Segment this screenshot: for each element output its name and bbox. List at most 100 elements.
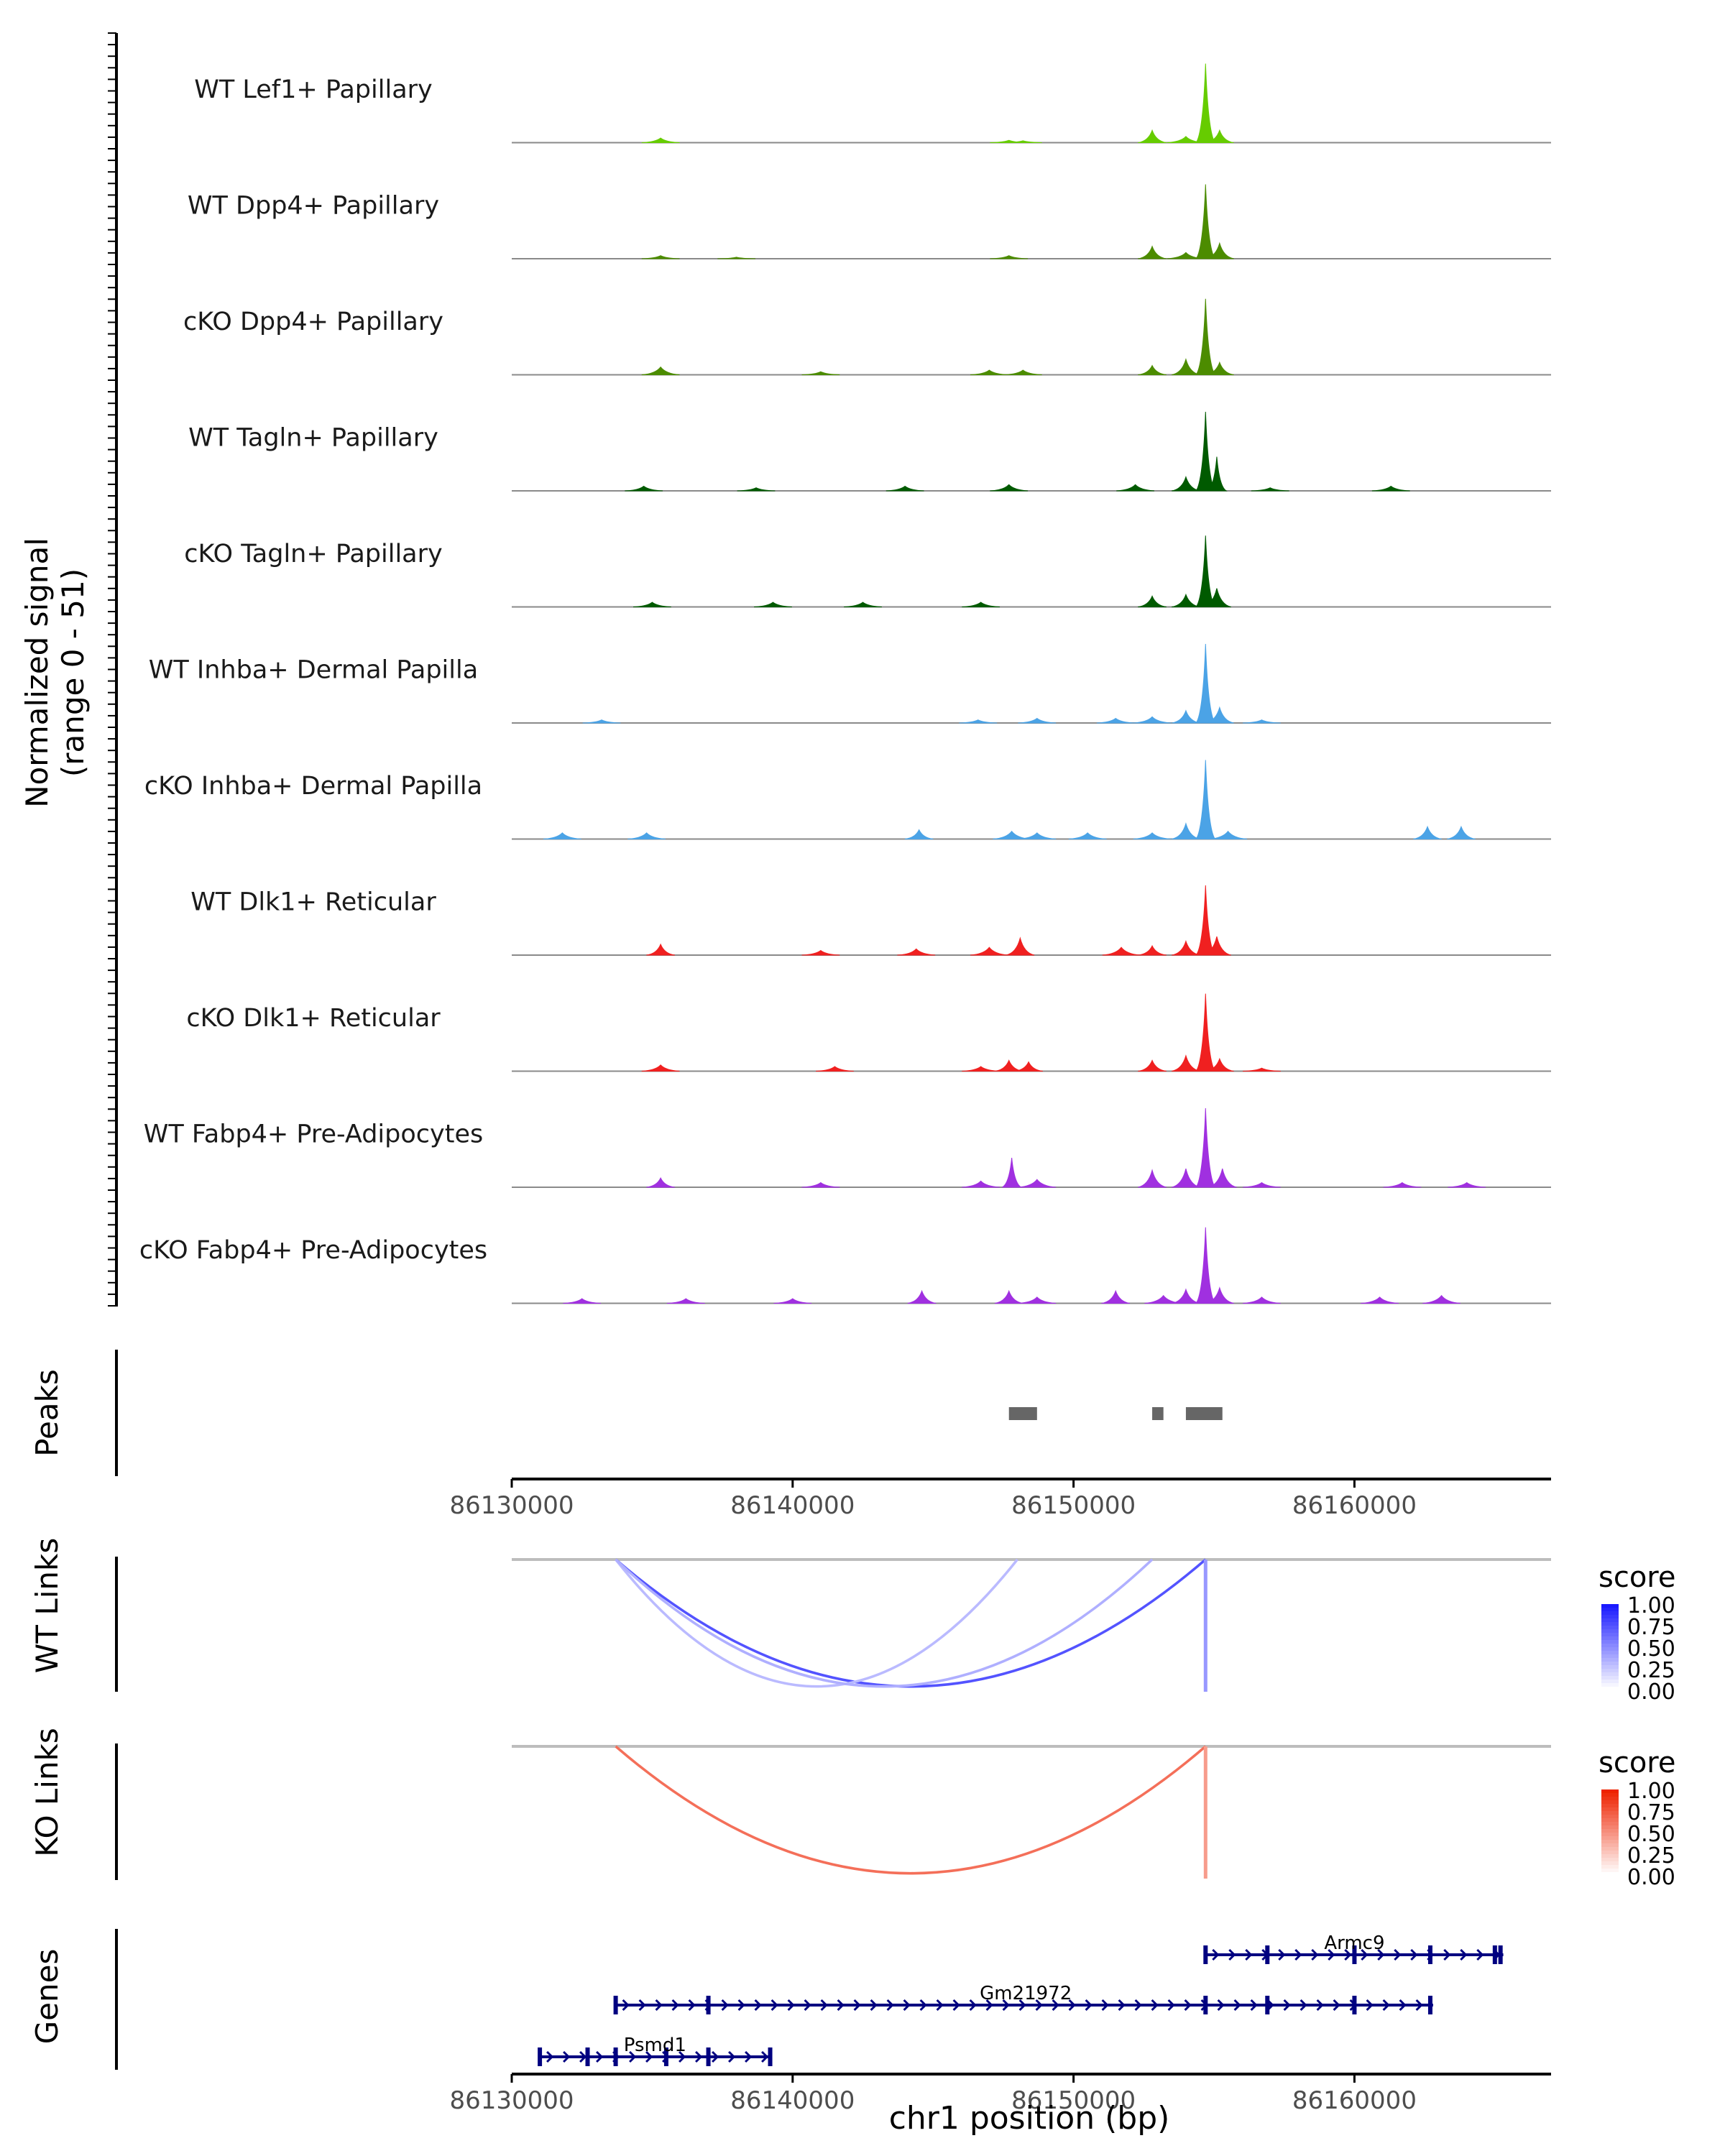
legend-gradient-step: [1601, 1793, 1619, 1797]
exon: [1498, 1945, 1503, 1964]
signal-peak: [1243, 719, 1281, 724]
signal-peak: [1133, 716, 1172, 724]
exon: [585, 2047, 590, 2066]
legend-tick-label: 0.00: [1627, 1680, 1675, 1705]
legend-gradient-step: [1601, 1818, 1619, 1823]
strand-arrow: [1366, 1999, 1374, 2012]
signal-peak: [993, 830, 1031, 839]
genes-track: Genes Armc9 Gm21972 Psmd1 86130000 86140000 86…: [29, 1929, 1551, 2115]
legend-gradient-step: [1601, 1861, 1619, 1866]
strand-arrow: [678, 2050, 686, 2063]
strand-arrow: [919, 1999, 927, 2012]
gene-model: Armc9: [1203, 1932, 1504, 1964]
track-label: WT Fabp4+ Pre-Adipocytes: [144, 1120, 483, 1149]
exon: [1203, 1996, 1208, 2014]
link-track-label: KO Links: [29, 1728, 65, 1857]
track-label: cKO Dlk1+ Reticular: [186, 1004, 441, 1033]
signal-peak: [1172, 358, 1200, 375]
legend-gradient-step: [1601, 1833, 1619, 1837]
strand-arrow: [1245, 1948, 1253, 1961]
signal-peak: [1243, 1181, 1281, 1188]
strand-arrow: [820, 1999, 828, 2012]
legend-gradient-step: [1601, 1669, 1619, 1673]
signal-peak: [641, 366, 680, 375]
track-label: WT Dlk1+ Reticular: [190, 888, 436, 917]
exon: [1352, 1996, 1357, 2014]
legend-gradient-step: [1601, 1815, 1619, 1819]
legend-gradient-step: [1601, 1800, 1619, 1805]
strand-arrow: [837, 1999, 845, 2012]
signal-peak: [994, 1059, 1024, 1072]
strand-arrow: [671, 1999, 679, 2012]
x-tick-label: 86140000: [730, 2086, 855, 2115]
strand-arrow: [1018, 1999, 1026, 2012]
strand-arrow: [695, 2050, 703, 2063]
signal-peak: [962, 1180, 1000, 1188]
track-label: cKO Tagln+ Papillary: [184, 540, 443, 568]
strand-arrow: [761, 2050, 769, 2063]
signal-peak: [990, 255, 1029, 259]
exon: [1203, 1945, 1208, 1964]
signal-peak: [1202, 588, 1231, 607]
exon: [1265, 1996, 1270, 2014]
signal-peak: [1102, 946, 1141, 956]
legend-gradient-step: [1601, 1640, 1619, 1644]
legend-gradient-step: [1601, 1644, 1619, 1648]
signal-peak: [1138, 1059, 1167, 1072]
signal-peak: [962, 602, 1000, 607]
strand-arrow: [1294, 1948, 1302, 1961]
legend-gradient-step: [1601, 1651, 1619, 1655]
signal-peak: [582, 719, 621, 724]
signal-peak: [1018, 717, 1057, 724]
peaks-track: Peaks 86130000 86140000 86150000 86160000: [29, 1350, 1551, 1520]
strand-arrow: [1068, 1999, 1076, 2012]
signal-peak: [1133, 832, 1172, 839]
strand-arrow: [1333, 1999, 1340, 2012]
gene-name-label: Armc9: [1324, 1932, 1384, 1954]
signal-peak: [1205, 706, 1234, 724]
signal-peak: [1205, 1057, 1234, 1072]
signal-peak: [801, 1181, 840, 1188]
signal-peak: [1116, 484, 1155, 492]
signal-peak: [1361, 1296, 1399, 1304]
x-tick-label: 86130000: [449, 2086, 574, 2115]
signal-peak: [666, 1298, 705, 1304]
legend-gradient-step: [1601, 1847, 1619, 1851]
signal-peak: [1422, 1294, 1461, 1304]
strand-arrow: [745, 2050, 753, 2063]
signal-peak: [641, 137, 680, 143]
peak-region: [1152, 1407, 1164, 1420]
signal-peak: [1018, 1179, 1057, 1188]
legend-gradient-step: [1601, 1615, 1619, 1619]
legend-tick-label: 1.00: [1627, 1779, 1675, 1804]
strand-arrow: [622, 1999, 630, 2012]
exon: [706, 2047, 711, 2066]
coverage-track: WT Fabp4+ Pre-Adipocytes: [144, 1107, 1551, 1188]
signal-peak: [1195, 298, 1216, 375]
strand-arrow: [1410, 1948, 1418, 1961]
signal-peak: [1172, 1288, 1200, 1304]
strand-arrow: [728, 2050, 736, 2063]
signal-peak: [1195, 535, 1216, 607]
signal-peak: [801, 949, 840, 956]
legend-gradient-step: [1601, 1618, 1619, 1623]
strand-arrow: [886, 1999, 894, 2012]
signal-peak: [970, 369, 1008, 375]
signal-peak: [816, 1066, 854, 1072]
strand-arrow: [1382, 1999, 1390, 2012]
legend-gradient-step: [1601, 1804, 1619, 1808]
signal-peak: [543, 832, 581, 839]
strand-arrow: [721, 1999, 729, 2012]
signal-peak: [1205, 129, 1234, 143]
strand-arrow: [1002, 1999, 1010, 2012]
exon: [1492, 1945, 1497, 1964]
exon: [1265, 1945, 1270, 1964]
track-label: WT Dpp4+ Papillary: [188, 192, 439, 221]
coverage-tracks: WT Lef1+ Papillary WT Dpp4+ Papillary cKO …: [139, 63, 1551, 1304]
strand-arrow: [1316, 1999, 1324, 2012]
strand-arrow: [754, 1999, 762, 2012]
